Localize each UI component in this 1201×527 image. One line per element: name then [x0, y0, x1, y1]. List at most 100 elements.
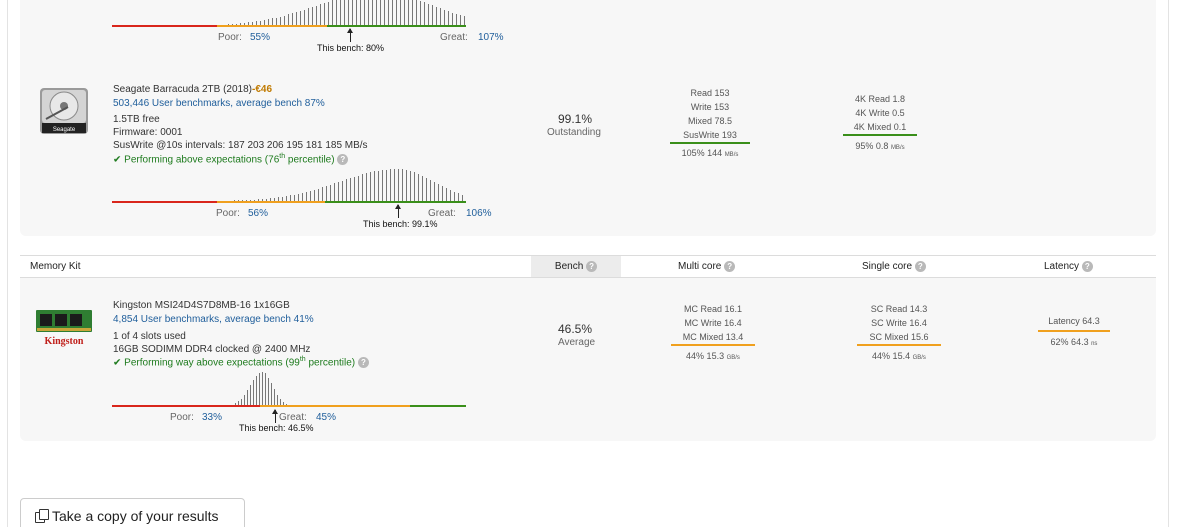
histogram-bar	[276, 18, 277, 26]
histogram-bar	[302, 193, 303, 201]
header-latency[interactable]: Latency ?	[1044, 256, 1093, 277]
histogram-bar	[322, 187, 323, 201]
histogram-bar	[408, 0, 409, 26]
histogram-bar	[312, 7, 313, 26]
histogram-bar	[388, 0, 389, 26]
histogram-bar	[334, 183, 335, 201]
copy-icon	[35, 509, 49, 523]
ram-mc-mixed: MC Mixed 13.4	[682, 332, 744, 342]
question-icon[interactable]: ?	[357, 357, 369, 369]
histogram-bar	[404, 0, 405, 26]
histogram-bar	[310, 191, 311, 201]
histogram-bar	[428, 4, 429, 26]
histogram-bar	[402, 169, 403, 201]
ram-performance: ✔ Performing way above expectations (99t…	[113, 356, 369, 368]
check-icon: ✔	[113, 154, 122, 166]
hdd-metric-mixed: Mixed 78.5	[687, 116, 733, 126]
ram-benchmarks-link[interactable]: 4,854 User benchmarks, average bench 41%	[113, 314, 314, 325]
ram-mc-metrics: MC Read 16.1 MC Write 16.4 MC Mixed 13.4	[671, 302, 755, 344]
hdd-great-value: 106%	[466, 208, 492, 219]
header-bench[interactable]: Bench ?	[531, 256, 621, 277]
hdd-metric-write: Write 153	[690, 102, 730, 112]
first-drive-great-label: Great:	[440, 32, 468, 43]
histogram-bar	[442, 186, 443, 201]
histogram-bar	[272, 18, 273, 26]
histogram-bar	[344, 0, 345, 26]
hdd-benchmarks-link[interactable]: 503,446 User benchmarks, average bench 8…	[113, 98, 325, 109]
histogram-bar	[282, 197, 283, 201]
ram-bench-arrow	[272, 409, 278, 423]
question-icon[interactable]: ?	[724, 260, 736, 272]
hdd-seq-summary: 105% 144 MB/s	[681, 148, 739, 158]
histogram-bar	[438, 184, 439, 201]
hdd-brand-text: Seagate	[53, 127, 76, 133]
question-icon[interactable]: ?	[586, 260, 598, 272]
question-icon[interactable]: ?	[914, 260, 926, 272]
histogram-bar	[392, 0, 393, 26]
histogram-bar	[370, 172, 371, 201]
histogram-bar	[360, 0, 361, 26]
histogram-bar	[378, 171, 379, 201]
histogram-bar	[253, 380, 254, 406]
hard-drive-icon: Seagate	[40, 88, 88, 134]
hdd-4k-metrics: 4K Read 1.8 4K Write 0.5 4K Mixed 0.1	[843, 92, 917, 134]
hdd-price[interactable]: -€46	[251, 84, 272, 95]
histogram-bar	[382, 170, 383, 201]
question-icon[interactable]: ?	[337, 154, 349, 166]
first-drive-panel	[20, 0, 1156, 236]
histogram-bar	[434, 182, 435, 201]
copy-results-button[interactable]: Take a copy of your results	[20, 498, 245, 527]
histogram-bar	[298, 194, 299, 201]
hdd-bench-score: 99.1%	[558, 112, 593, 126]
ram-sc-write: SC Write 16.4	[871, 318, 927, 328]
histogram-bar	[246, 200, 247, 201]
histogram-bar	[332, 0, 333, 26]
histogram-bar	[356, 0, 357, 26]
histogram-bar	[242, 200, 243, 201]
histogram-bar	[324, 3, 325, 26]
histogram-bar	[258, 199, 259, 201]
histogram-bar	[240, 23, 241, 26]
header-single-core[interactable]: Single core ?	[862, 256, 926, 277]
ram-latency-metric: Latency 64.3	[1048, 316, 1100, 326]
histogram-bar	[241, 399, 242, 406]
histogram-bar	[248, 22, 249, 26]
hdd-bench-label: Outstanding	[547, 127, 601, 138]
histogram-bar	[400, 0, 401, 26]
hdd-free-space: 1.5TB free	[113, 114, 160, 125]
ram-name[interactable]: Kingston MSI24D4S7D8MB-16 1x16GB	[113, 300, 290, 311]
histogram-bar	[271, 383, 272, 406]
ram-sc-summary: 44% 15.4 GB/s	[872, 351, 926, 361]
histogram-bar	[384, 0, 385, 26]
histogram-bar	[266, 199, 267, 201]
hdd-poor-label: Poor:	[216, 208, 240, 219]
histogram-bar	[386, 170, 387, 201]
memory-module-icon: Kingston	[36, 310, 92, 347]
histogram-bar	[430, 180, 431, 201]
hdd-metric-read: Read 153	[690, 88, 730, 98]
histogram-bar	[390, 169, 391, 201]
hdd-name[interactable]: Seagate Barracuda 2TB (2018)	[113, 84, 252, 95]
histogram-bar	[284, 16, 285, 26]
histogram-bar	[300, 11, 301, 26]
histogram-bar	[260, 21, 261, 26]
histogram-bar	[424, 2, 425, 26]
header-multi-core[interactable]: Multi core ?	[678, 256, 736, 277]
hdd-performance: ✔ Performing above expectations (76th pe…	[113, 153, 349, 166]
histogram-bar	[262, 199, 263, 201]
first-drive-great-value: 107%	[478, 32, 504, 43]
histogram-bar	[362, 174, 363, 201]
hdd-firmware: Firmware: 0001	[113, 127, 183, 138]
histogram-bar	[380, 0, 381, 26]
ram-poor-value: 33%	[202, 412, 223, 423]
hdd-metric-4k-read: 4K Read 1.8	[854, 94, 906, 104]
histogram-bar	[290, 195, 291, 201]
histogram-bar	[268, 19, 269, 26]
histogram-bar	[265, 373, 266, 406]
histogram-bar	[338, 182, 339, 201]
hdd-metric-suswrite: SusWrite 193	[683, 130, 737, 140]
question-icon[interactable]: ?	[1081, 260, 1093, 272]
hdd-seq-metrics: Read 153 Write 153 Mixed 78.5 SusWrite 1…	[670, 86, 750, 142]
histogram-bar	[446, 188, 447, 201]
histogram-bar	[262, 372, 263, 406]
